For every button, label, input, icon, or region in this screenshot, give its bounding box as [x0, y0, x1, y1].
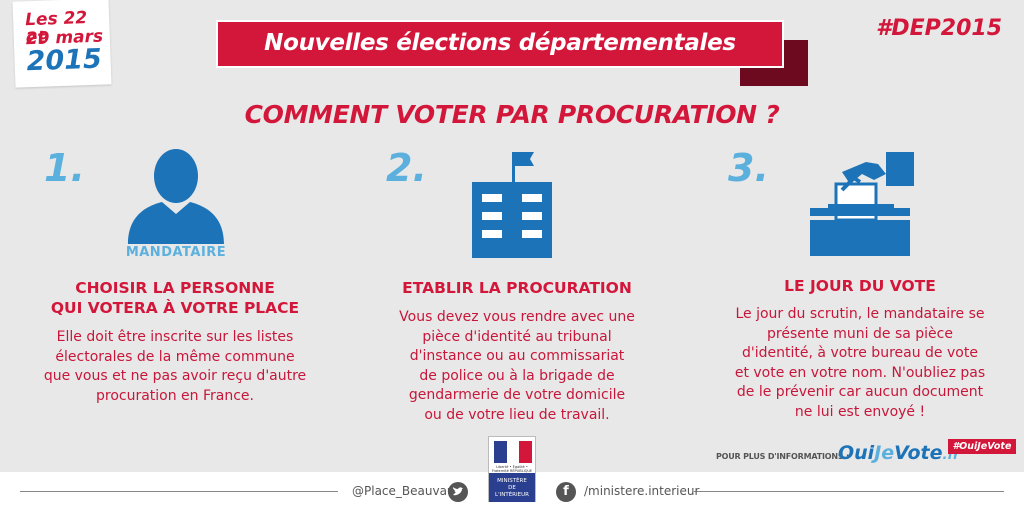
step-3-text-line: ne lui est envoyé ! [794, 403, 926, 420]
step-2-text-line: gendarmerie de votre domicile [408, 387, 626, 403]
ministere-name: MINISTÈRE DE L'INTÉRIEUR [489, 473, 535, 502]
step-number-3: 3. [728, 146, 769, 190]
step-1-title-line-2: QUI VOTERA À VOTRE PLACE [50, 299, 300, 317]
step-2-title: ETABLIR LA PROCURATION [402, 279, 632, 297]
step-3-text-line: et vote en votre nom. N'oubliez pas [734, 364, 986, 381]
ministere-logo: Liberté • Égalité • Fraternité RÉPUBLIQU… [488, 436, 536, 502]
step-2-text-line: d'instance ou au commissariat [409, 348, 625, 364]
building-flag-icon [472, 152, 552, 258]
step-3-text-line: Le jour du scrutin, le mandataire se [735, 306, 985, 322]
step-1-text-line: Elle doit être inscrite sur les listes [56, 329, 294, 345]
step-2-column: ETABLIR LA PROCURATION Vous devez vous r… [382, 278, 652, 425]
site-vote: Vote [894, 442, 943, 464]
site-je: Je [874, 442, 895, 464]
twitter-icon[interactable] [448, 482, 468, 502]
step-3-title: LE JOUR DU VOTE [784, 277, 936, 295]
mandataire-label: MANDATAIRE [125, 245, 227, 260]
flag-logo [494, 441, 532, 463]
ministere-line: MINISTÈRE [497, 478, 527, 484]
ballot-box-icon [810, 152, 914, 256]
facebook-handle[interactable]: /ministere.interieur [584, 484, 700, 498]
step-3-text-line: de le prévenir car aucun document [736, 384, 984, 400]
title-banner: Nouvelles élections départementales [216, 20, 784, 68]
step-1-text-line: électorales de la même commune [55, 348, 295, 365]
step-2-text: Vous devez vous rendre avec une pièce d'… [382, 308, 652, 425]
hashtag: #DEP2015 [876, 16, 1002, 41]
person-icon [128, 149, 224, 244]
step-1-text-line: procuration en France. [95, 387, 254, 404]
twitter-handle[interactable]: @Place_Beauvau [352, 484, 455, 498]
ministere-line: L'INTÉRIEUR [495, 492, 529, 498]
date-badge: Les 22 et 29 mars 2015 [12, 0, 112, 88]
step-3-text: Le jour du scrutin, le mandataire se pré… [722, 305, 998, 422]
step-2-text-line: de police ou à la brigade de [419, 367, 615, 384]
step-2-text-line: pièce d'identité au tribunal [422, 328, 612, 345]
banner-title: Nouvelles élections départementales [264, 30, 736, 56]
facebook-icon[interactable]: f [556, 482, 576, 502]
step-3-text-line: d'identité, à votre bureau de vote [742, 345, 978, 361]
date-year: 2015 [26, 43, 103, 78]
ouijevote-link[interactable]: OuiJeVote.fr [838, 442, 960, 464]
step-3-text-line: présente muni de sa pièce [767, 325, 953, 342]
step-number-1: 1. [44, 146, 85, 190]
ouijevote-hashtag: #OuiJeVote [948, 439, 1016, 454]
info-label: POUR PLUS D'INFORMATIONS : [716, 452, 850, 461]
step-1-text-line: que vous et ne pas avoir reçu d'autre [43, 368, 307, 384]
main-title: COMMENT VOTER PAR PROCURATION ? [244, 100, 780, 129]
step-number-2: 2. [386, 146, 427, 190]
site-oui: Oui [838, 442, 875, 464]
step-3-column: LE JOUR DU VOTE Le jour du scrutin, le m… [722, 276, 998, 422]
footer-divider-left [20, 491, 338, 492]
step-2-text-line: ou de votre lieu de travail. [424, 406, 610, 423]
step-1-column: CHOISIR LA PERSONNE QUI VOTERA À VOTRE P… [40, 278, 310, 406]
step-2-text-line: Vous devez vous rendre avec une [399, 309, 635, 325]
ministere-line: DE [508, 485, 516, 491]
step-1-title-line-1: CHOISIR LA PERSONNE [75, 279, 275, 297]
step-1-text: Elle doit être inscrite sur les listes é… [40, 328, 310, 406]
footer-divider-right [694, 491, 1004, 492]
